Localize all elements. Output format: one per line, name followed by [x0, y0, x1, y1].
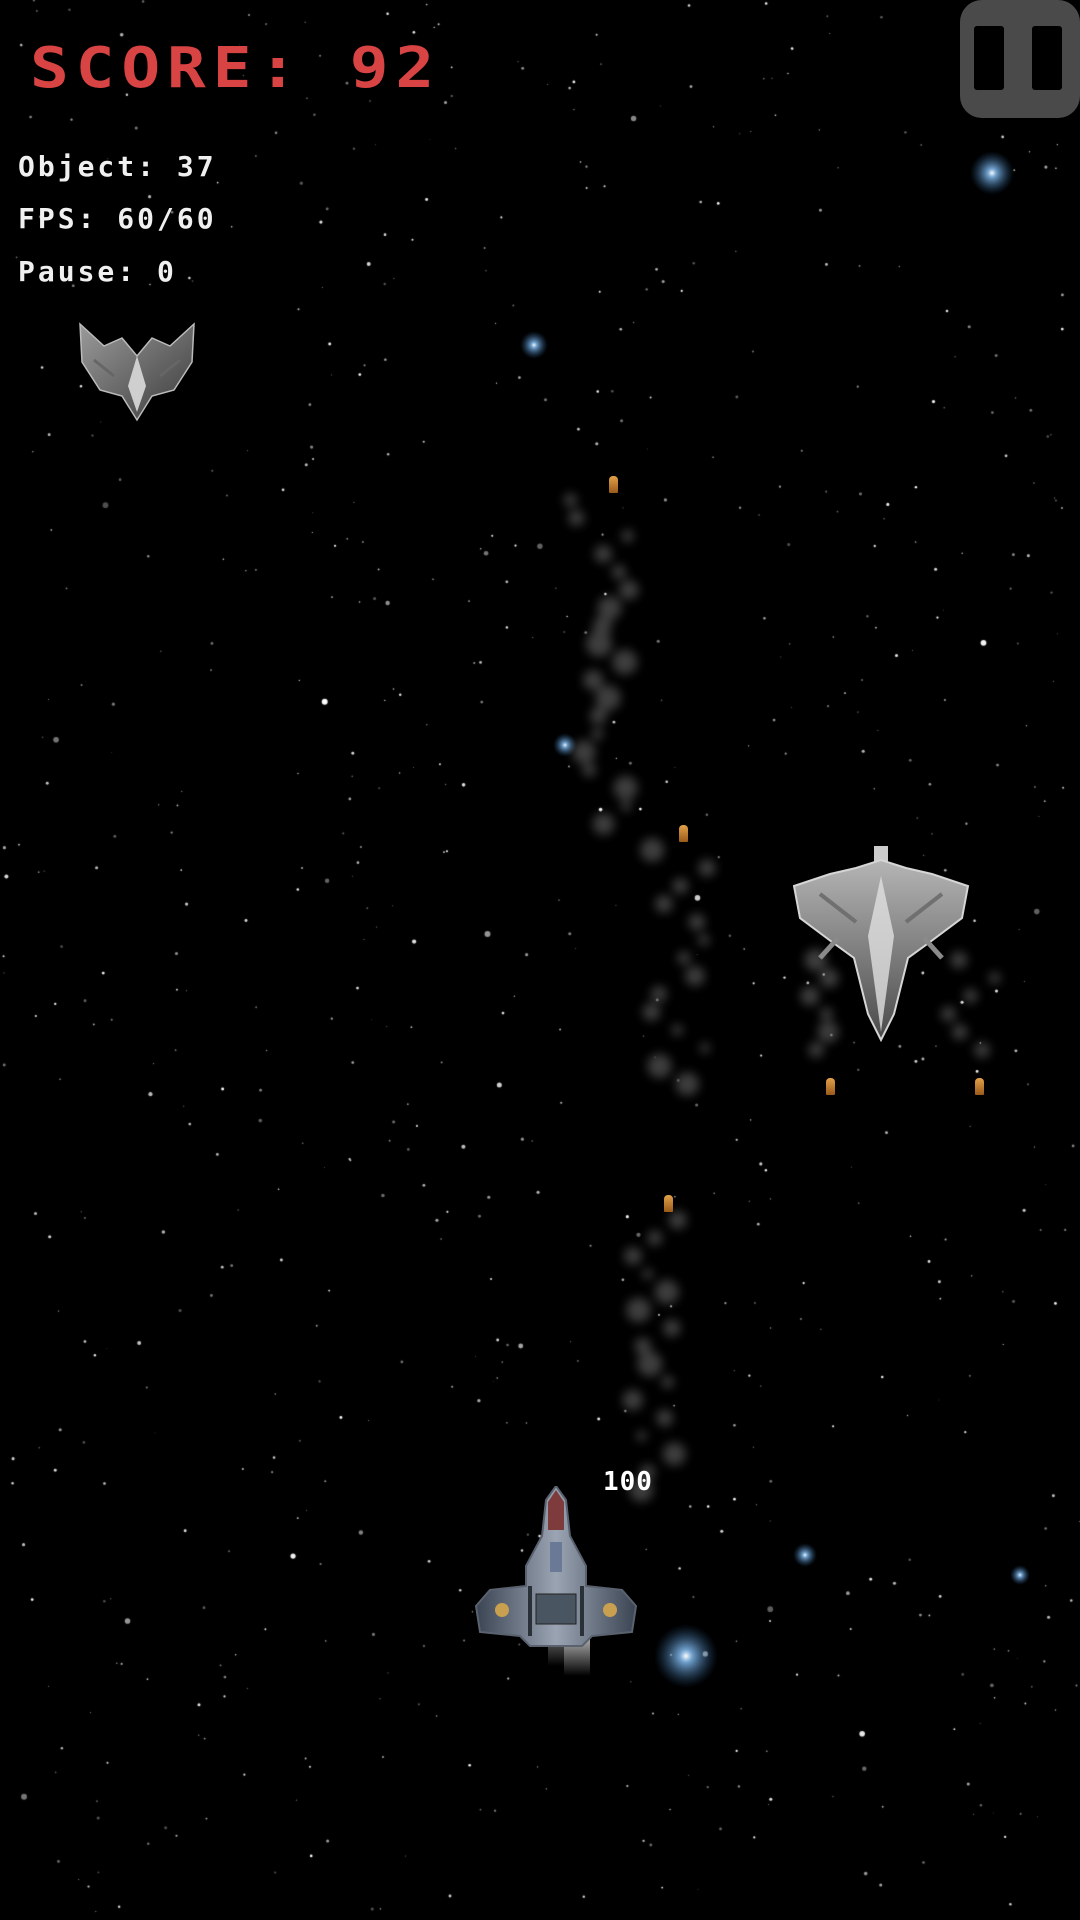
smoke-puff [662, 1442, 686, 1466]
smoke-puff [582, 763, 596, 777]
smoke-puff [647, 1230, 663, 1246]
bullet-icon [975, 1078, 984, 1095]
smoke-puff [634, 1337, 652, 1355]
smoke-puff [950, 951, 968, 969]
smoke-puff [675, 1072, 699, 1096]
smoke-puff [595, 685, 621, 711]
smoke-puff [624, 1247, 642, 1265]
smoke-puff [668, 1211, 687, 1229]
smoke-puff [685, 966, 705, 986]
enemy-ship-icon [79, 322, 195, 422]
smoke-puff [626, 1297, 651, 1323]
bullet-icon [679, 825, 688, 842]
pause-icon [974, 26, 1004, 90]
bullet-icon [609, 476, 618, 493]
pause-icon-bar [1032, 26, 1062, 90]
smoke-puff [963, 988, 978, 1004]
smoke-puff [583, 670, 604, 690]
smoke-puff [563, 493, 578, 507]
smoke-puff [677, 951, 691, 965]
player-health-label: 100 [603, 1467, 653, 1497]
player-ship-icon [474, 1486, 638, 1676]
smoke-puff [611, 564, 626, 580]
smoke-puff [671, 1024, 683, 1036]
pause-count: Pause: 0 [18, 255, 177, 288]
smoke-puff [808, 1042, 824, 1058]
smoke-puff [619, 580, 639, 600]
score-display: SCORE: 92 [30, 36, 442, 101]
smoke-puff [612, 649, 638, 675]
fps-counter: FPS: 60/60 [18, 202, 217, 235]
smoke-puff [592, 616, 613, 636]
smoke-puff [817, 1021, 839, 1043]
smoke-puff [647, 1053, 672, 1079]
smoke-puff [988, 972, 1001, 984]
smoke-puff [650, 986, 667, 1002]
smoke-puff [586, 631, 612, 657]
smoke-puff [661, 1375, 674, 1389]
smoke-puff [663, 1319, 681, 1337]
smoke-puff [698, 859, 716, 877]
smoke-puff [952, 1024, 968, 1040]
smoke-puff [568, 510, 585, 526]
smoke-puff [629, 1478, 653, 1502]
smoke-puff [594, 545, 612, 563]
smoke-puff [620, 800, 632, 812]
smoke-puff [672, 878, 689, 894]
smoke-puff [637, 1351, 663, 1377]
bullet-icon [664, 1195, 673, 1212]
smoke-puff [819, 968, 839, 988]
smoke-puff [698, 934, 710, 946]
smoke-puff [591, 728, 604, 740]
smoke-puff [622, 1389, 643, 1411]
object-count: Object: 37 [18, 150, 217, 183]
smoke-puff [597, 596, 622, 620]
pause-button[interactable] [960, 0, 1080, 118]
smoke-puff [820, 1007, 833, 1021]
smoke-puff [656, 1409, 674, 1427]
smoke-puff [699, 1042, 711, 1054]
smoke-puff [642, 1003, 661, 1021]
bullet-icon [826, 1078, 835, 1095]
smoke-puff [940, 1006, 956, 1022]
smoke-puff [642, 1268, 653, 1280]
smoke-puff [589, 707, 607, 725]
smoke-puff [613, 776, 638, 800]
smoke-puff [572, 740, 596, 764]
smoke-puff [640, 838, 665, 862]
smoke-puff [688, 913, 706, 931]
smoke-puff [592, 813, 615, 835]
smoke-puff [621, 529, 634, 543]
enemy-ship-icon [792, 846, 970, 1042]
smoke-puff [655, 895, 673, 913]
smoke-puff [640, 1464, 656, 1480]
smoke-puff [974, 1042, 990, 1058]
smoke-puff [636, 1430, 647, 1442]
smoke-puff [800, 986, 820, 1006]
smoke-puff [654, 1280, 679, 1304]
